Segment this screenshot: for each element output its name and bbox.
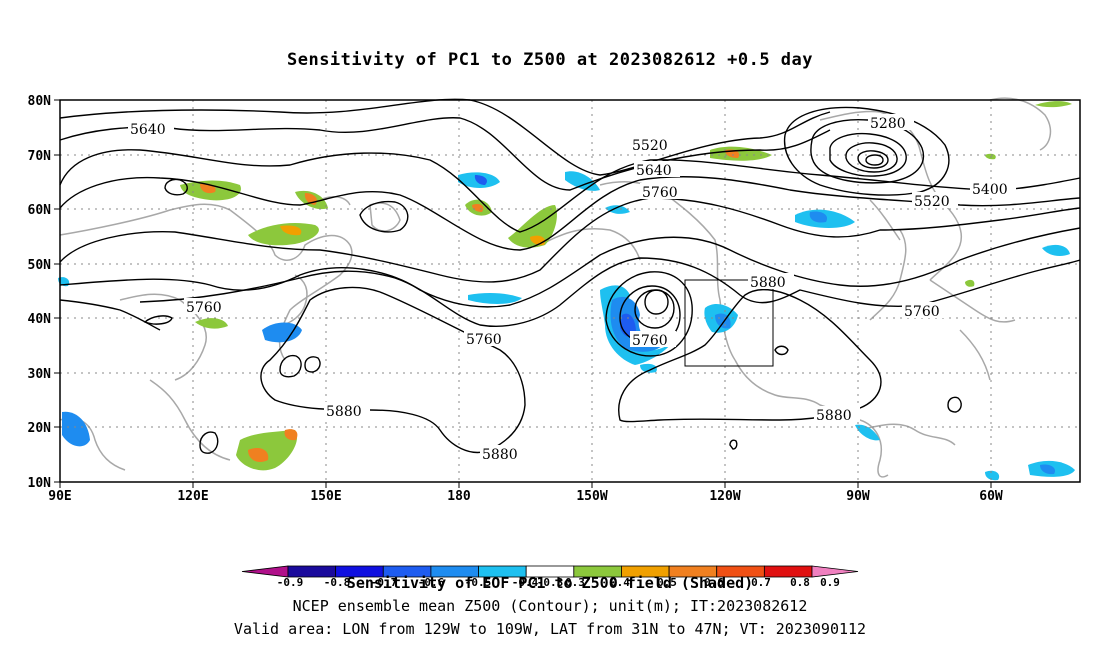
contour-label: 5400	[972, 182, 1008, 198]
x-tick-label: 90E	[48, 489, 71, 504]
x-tick-label: 90W	[846, 489, 870, 504]
y-tick-label: 10N	[28, 476, 52, 491]
x-tick-label: 150E	[310, 489, 341, 504]
model-info-line: NCEP ensemble mean Z500 (Contour); unit(…	[292, 597, 808, 615]
contour-label: 5760	[642, 185, 678, 201]
contour-label: 5880	[816, 408, 852, 424]
colorbar-label: 0.8	[790, 576, 810, 589]
y-axis-labels: 80N 70N 60N 50N 40N 30N 20N 10N	[28, 94, 52, 491]
map-title: Sensitivity of PC1 to Z500 at 2023082612…	[286, 50, 813, 70]
y-tick-label: 20N	[28, 421, 52, 436]
colorbar-label: 0.4	[610, 576, 630, 589]
colorbar-label: -0.4	[512, 576, 539, 589]
colorbar-segment	[811, 565, 859, 578]
colorbar-label: 0.5	[657, 576, 677, 589]
x-tick-label: 120E	[177, 489, 208, 504]
contour-label: 5520	[914, 194, 950, 210]
contour-label: 5760	[632, 333, 668, 349]
x-tick-label: 60W	[979, 489, 1003, 504]
y-tick-label: 70N	[28, 149, 52, 164]
y-tick-label: 80N	[28, 94, 52, 109]
colorbar-label: -0.8	[324, 576, 351, 589]
x-tick-label: 180	[447, 489, 471, 504]
x-tick-label: 150W	[576, 489, 607, 504]
contour-label: 5640	[130, 122, 166, 138]
contour-label: 5880	[750, 275, 786, 291]
map-frame	[59, 99, 1081, 483]
tick-marks	[54, 99, 992, 488]
y-tick-label: 40N	[28, 312, 52, 327]
colorbar-label: -0.9	[277, 576, 304, 589]
x-tick-label: 120W	[709, 489, 740, 504]
colorbar-label: 0.9	[820, 576, 840, 589]
contour-label: 5760	[466, 332, 502, 348]
contour-label: 5760	[186, 300, 222, 316]
contour-label-group: 5640 5520 5640 5760 5280 5400 5520 5760 …	[128, 114, 1016, 463]
colorbar-label: -0.5	[465, 576, 492, 589]
contour-label: 5880	[482, 447, 518, 463]
colorbar-label: -0.7	[371, 576, 398, 589]
colorbar-label: -0.6	[418, 576, 445, 589]
colorbar-label: 0.7	[751, 576, 771, 589]
y-tick-label: 50N	[28, 258, 52, 273]
contour-label: 5760	[904, 304, 940, 320]
z500-contours	[59, 98, 1081, 454]
contour-label: 5640	[636, 163, 672, 179]
colorbar-label: 0.6	[704, 576, 724, 589]
y-tick-label: 30N	[28, 367, 52, 382]
colorbar-label: -0.3	[537, 576, 564, 589]
colorbar-label: 0.3	[565, 576, 585, 589]
valid-area-line: Valid area: LON from 129W to 109W, LAT f…	[233, 620, 867, 638]
lat-lon-grid	[60, 100, 1080, 482]
colorbar-labels: -0.9 -0.8 -0.7 -0.6 -0.5 -0.4 -0.3 0.3 0…	[277, 576, 840, 589]
colorbar-title: Sensitivity of EOF PC1 to Z500 field (Sh…	[346, 574, 754, 592]
contour-label: 5280	[870, 116, 906, 132]
contour-label: 5880	[326, 404, 362, 420]
valid-area-box	[684, 279, 774, 367]
x-axis-labels: 90E 120E 150E 180 150W 120W 90W 60W	[48, 489, 1003, 504]
y-tick-label: 60N	[28, 203, 52, 218]
colorbar	[241, 565, 859, 578]
contour-label: 5520	[632, 138, 668, 154]
